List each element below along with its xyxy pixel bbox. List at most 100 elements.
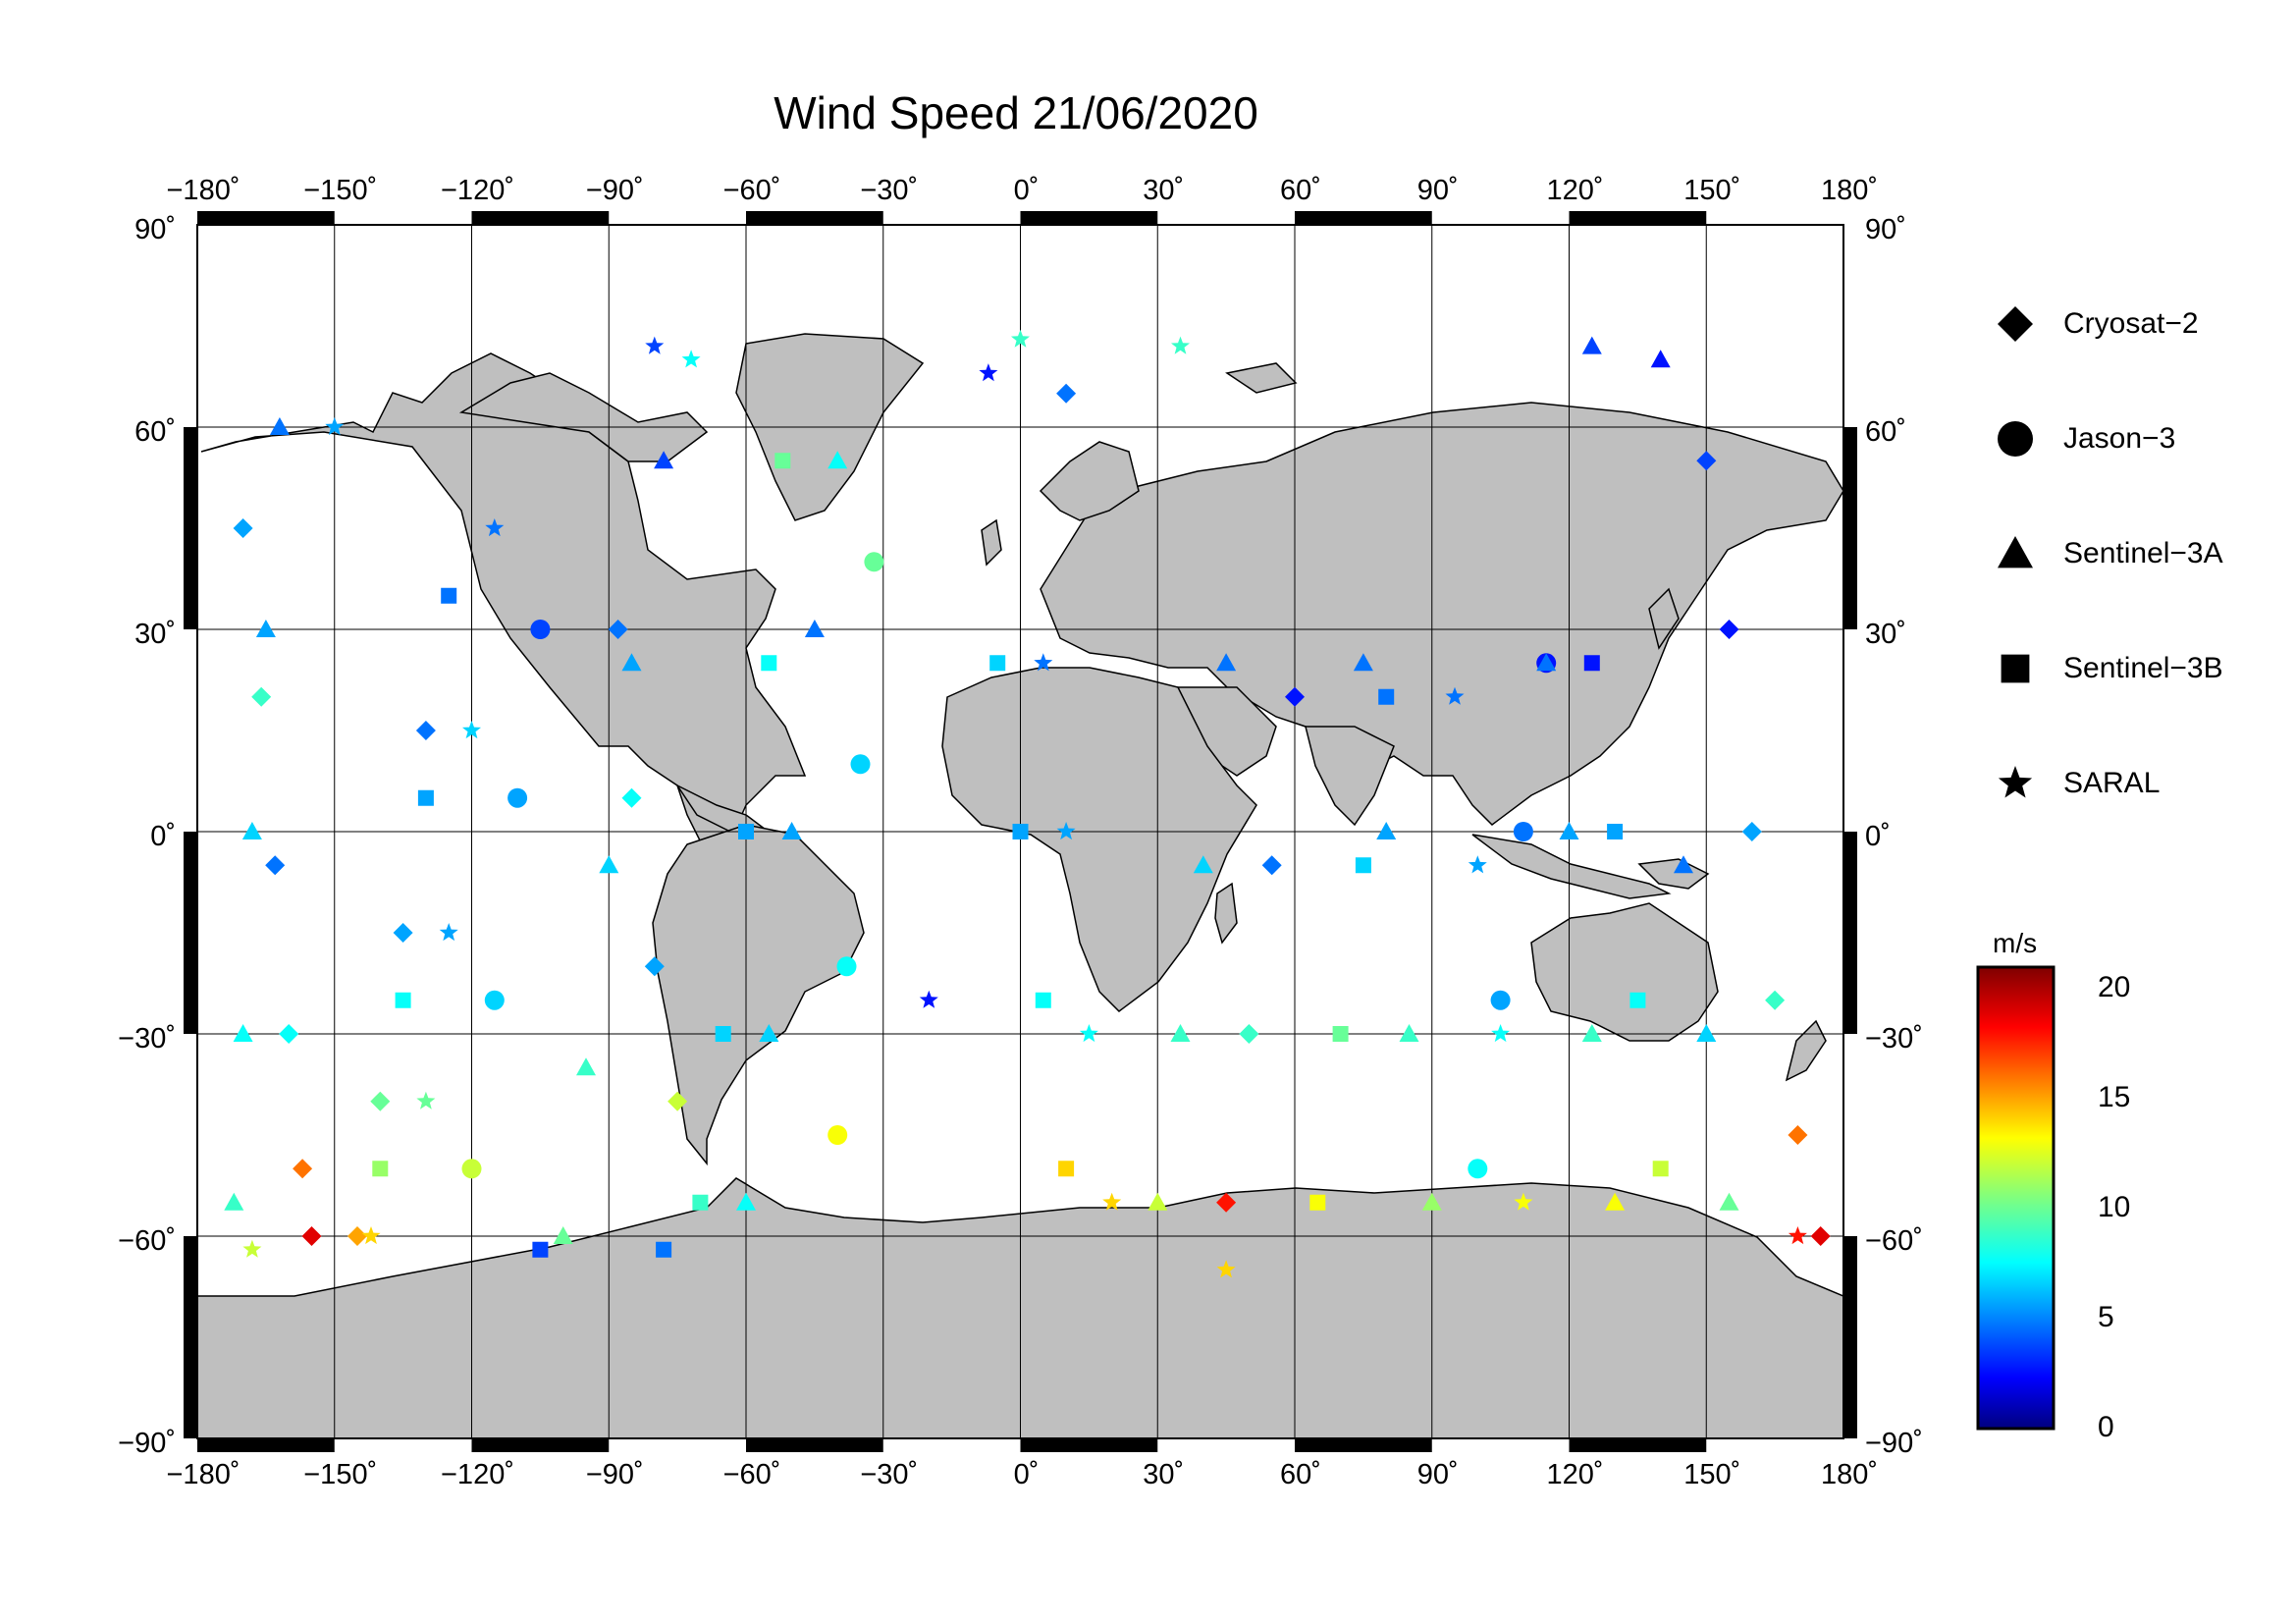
track-point	[293, 1159, 313, 1179]
track-point	[850, 754, 871, 775]
new-guinea	[1637, 858, 1710, 890]
track-point	[1193, 855, 1213, 874]
track-point	[1355, 857, 1371, 874]
track-point	[1376, 822, 1397, 839]
track-point	[233, 518, 253, 538]
frame-bar	[1569, 1438, 1707, 1452]
track-point	[1674, 855, 1693, 874]
track-point	[1607, 824, 1624, 839]
track-point	[1309, 1194, 1326, 1211]
track-point	[1581, 336, 1602, 354]
lat-tick-label: −60˚	[1865, 1225, 1923, 1257]
frame-bar	[197, 211, 335, 225]
track-point	[1239, 1024, 1259, 1044]
track-point	[325, 417, 345, 436]
colorbar-tick-label: 5	[2098, 1301, 2114, 1334]
track-point	[532, 1241, 549, 1258]
lon-tick-label: −90˚	[586, 1459, 644, 1490]
lon-tick-label: 60˚	[1280, 175, 1321, 206]
track-point	[1216, 1260, 1236, 1278]
canadian-archipelago	[458, 372, 709, 462]
lon-tick-label: 90˚	[1417, 1459, 1459, 1490]
indonesia	[1471, 834, 1672, 899]
track-point	[241, 822, 262, 839]
track-point	[1583, 655, 1600, 672]
lon-tick-label: −60˚	[723, 175, 781, 206]
lon-tick-label: −90˚	[586, 175, 644, 206]
track-point	[1102, 1192, 1122, 1211]
track-point	[761, 655, 777, 672]
frame-bar	[1843, 1236, 1857, 1438]
track-point	[1605, 1192, 1626, 1211]
legend-label: Sentinel−3A	[2063, 537, 2223, 569]
lon-tick-label: 120˚	[1546, 175, 1603, 206]
track-point	[1491, 1024, 1511, 1043]
frame-bar	[1295, 1438, 1432, 1452]
lon-tick-label: −60˚	[723, 1459, 781, 1490]
track-point	[461, 721, 482, 739]
frame-bar	[1843, 427, 1857, 629]
diamond-icon	[1998, 306, 2033, 342]
lat-tick-label: −90˚	[1865, 1428, 1923, 1459]
track-point	[1559, 822, 1579, 839]
track-point	[1056, 822, 1076, 840]
frame-bar	[184, 427, 197, 629]
track-point	[1468, 1159, 1488, 1179]
lon-tick-label: 0˚	[1014, 1459, 1040, 1490]
track-point	[415, 721, 436, 740]
track-point	[224, 1192, 244, 1211]
lat-tick-label: 60˚	[1865, 416, 1906, 448]
frame-bar	[1569, 211, 1707, 225]
frame-bar	[1020, 1438, 1158, 1452]
track-point	[1353, 653, 1373, 672]
track-point	[1378, 688, 1395, 705]
south-america	[652, 824, 865, 1166]
lon-tick-label: 30˚	[1143, 175, 1184, 206]
track-point	[279, 1024, 299, 1044]
triangle-icon	[1998, 536, 2033, 568]
lat-tick-label: 90˚	[1865, 214, 1906, 245]
lat-tick-label: 0˚	[1865, 821, 1891, 852]
lon-tick-label: −180˚	[167, 1459, 240, 1490]
track-point	[242, 1239, 262, 1258]
track-point	[1058, 1161, 1075, 1177]
legend-label: SARAL	[2063, 767, 2161, 799]
lon-tick-label: 180˚	[1821, 1459, 1878, 1490]
track-point	[1719, 1192, 1739, 1211]
australia	[1530, 902, 1719, 1042]
frame-bar	[184, 832, 197, 1034]
track-point	[979, 363, 998, 382]
lat-tick-label: −60˚	[118, 1225, 176, 1257]
track-point	[774, 453, 791, 469]
track-point	[485, 518, 505, 537]
lon-tick-label: −150˚	[303, 1459, 377, 1490]
lon-tick-label: −120˚	[441, 175, 514, 206]
track-point	[370, 1091, 391, 1111]
track-point	[804, 620, 825, 637]
track-point	[233, 1024, 253, 1042]
track-point	[1696, 1024, 1717, 1042]
frame-bar	[471, 211, 610, 225]
lat-tick-label: 90˚	[134, 214, 176, 245]
track-point	[576, 1057, 596, 1076]
track-point	[919, 990, 938, 1008]
frame-bar	[471, 1438, 610, 1452]
colorbar-unit: m/s	[1993, 928, 2038, 958]
track-point	[621, 653, 642, 672]
legend-label: Sentinel−3B	[2063, 652, 2223, 684]
track-point	[1079, 1024, 1098, 1043]
legend-item: Cryosat−2	[1991, 295, 2199, 353]
track-point	[1650, 350, 1671, 368]
lat-tick-label: 30˚	[134, 619, 176, 650]
axis-tick-labels: −180˚ −180˚ −150˚ −150˚ −120˚ −120˚ −90˚ −90˚ −6…	[118, 175, 1923, 1490]
track-point	[1719, 620, 1739, 639]
track-point	[738, 824, 754, 839]
track-point	[530, 620, 551, 639]
track-point	[1035, 992, 1051, 1008]
track-point	[1421, 1192, 1442, 1211]
track-point	[393, 923, 413, 943]
track-point	[864, 552, 884, 572]
track-point	[395, 992, 411, 1008]
track-point	[347, 1226, 367, 1246]
